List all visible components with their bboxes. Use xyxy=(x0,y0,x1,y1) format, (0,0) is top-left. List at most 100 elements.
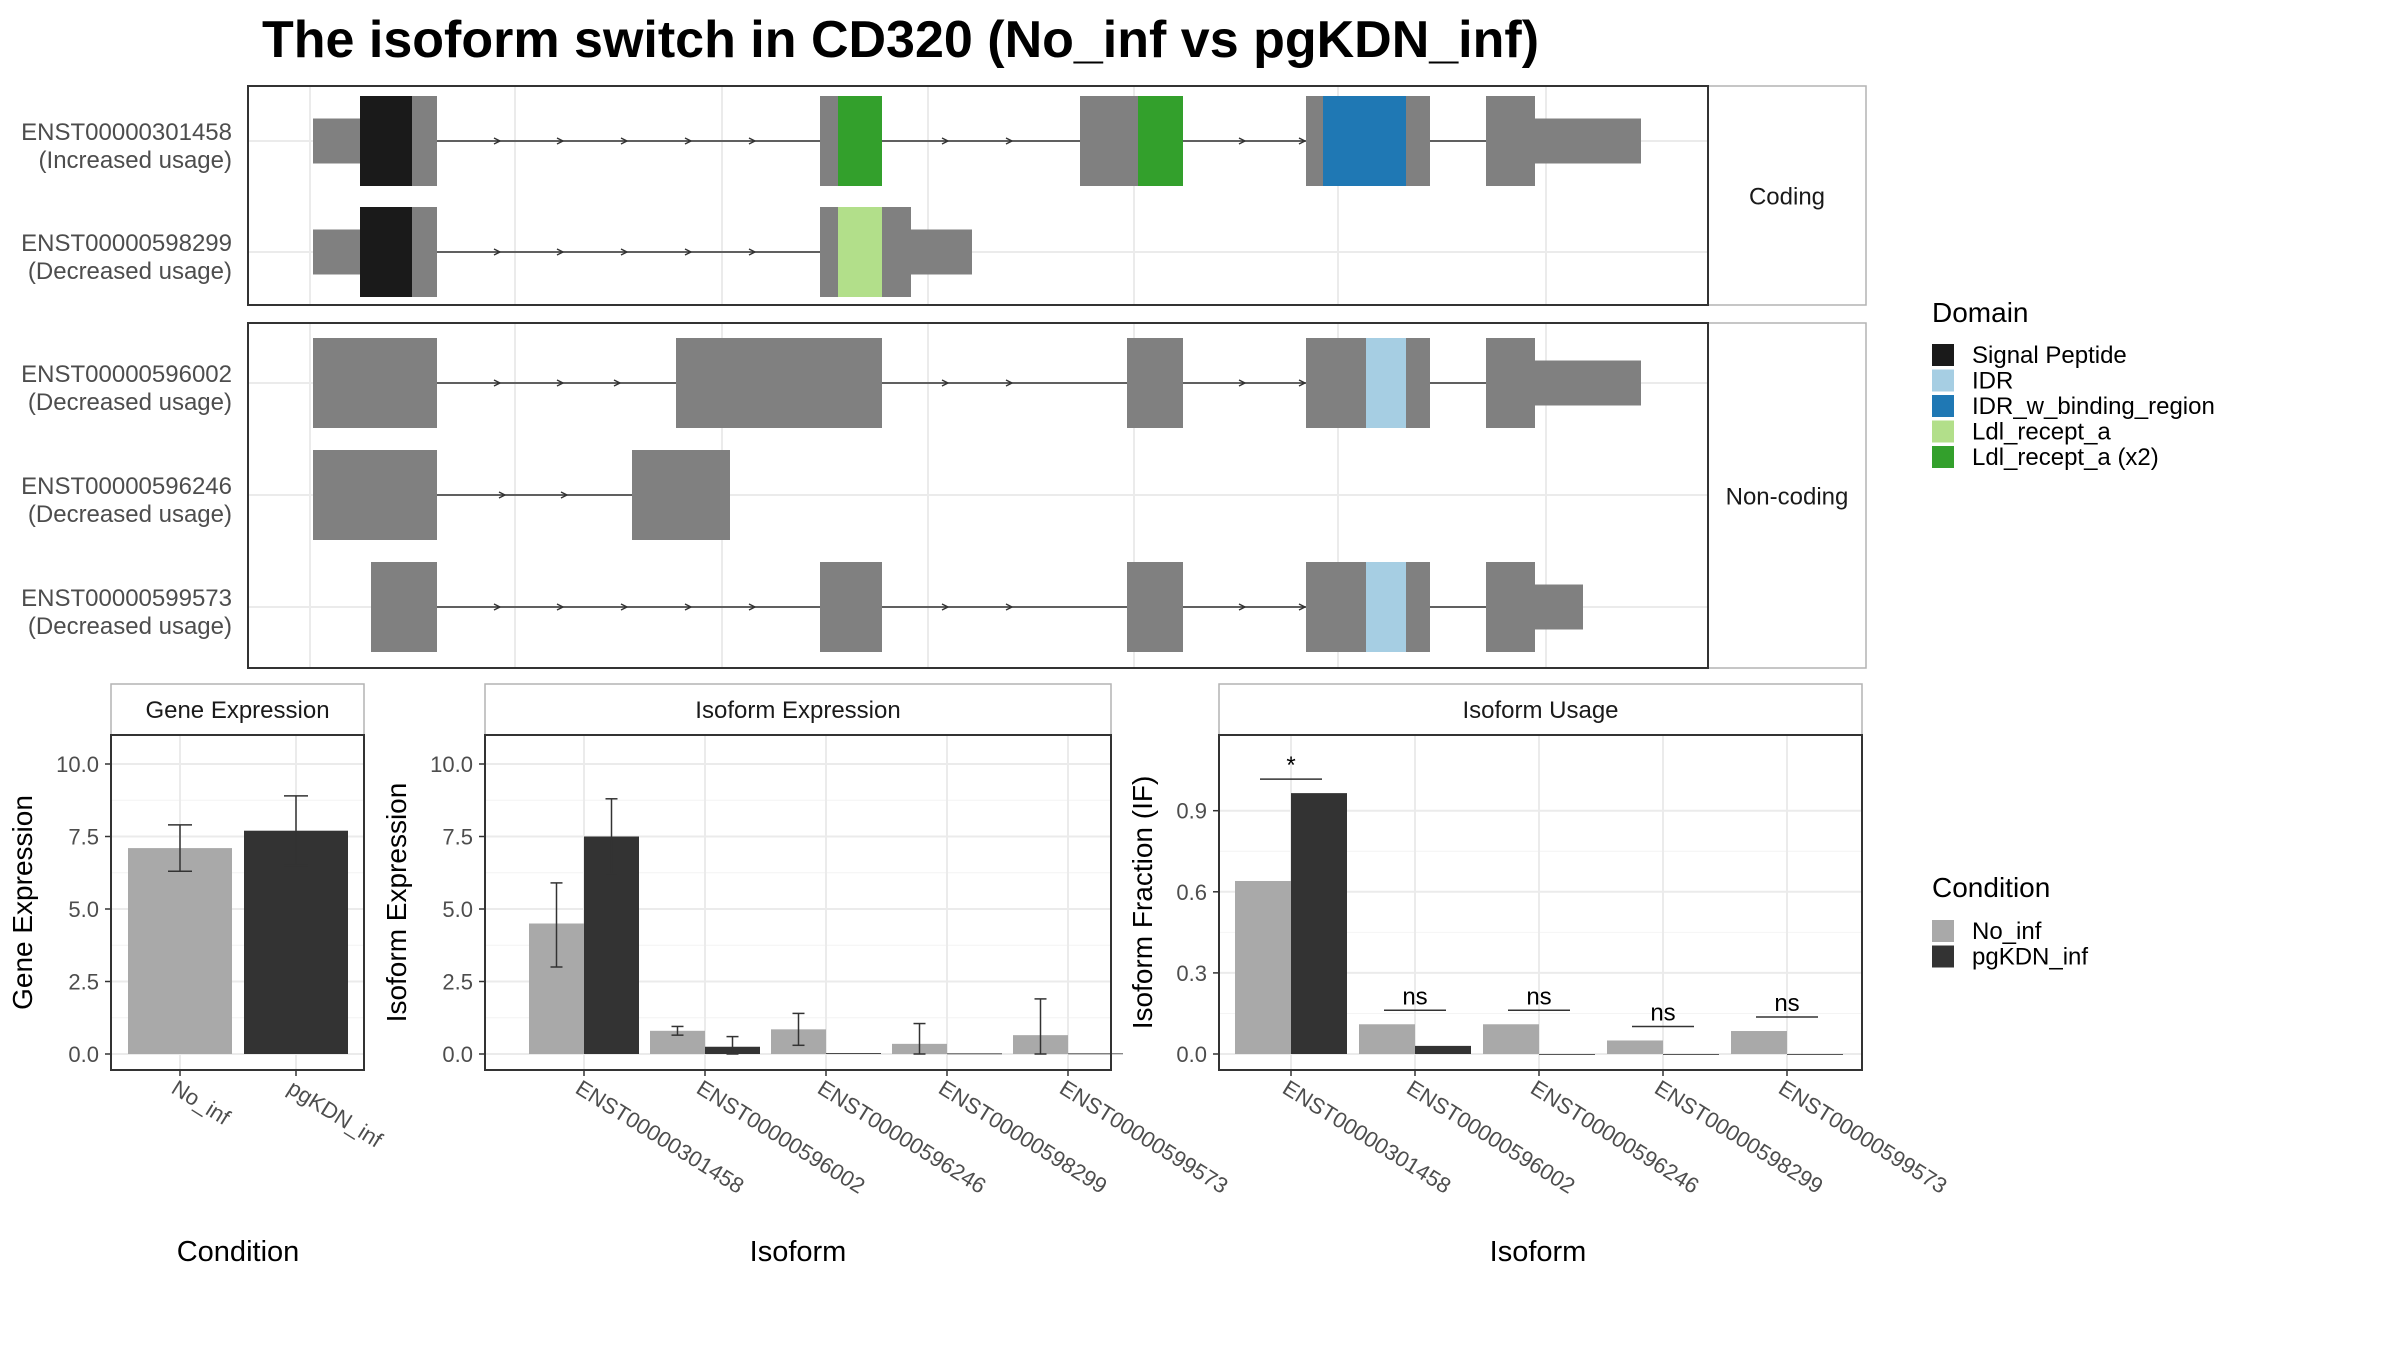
exon-block xyxy=(1127,338,1183,428)
plot-border xyxy=(110,734,365,1071)
bar-pgKDN_inf xyxy=(244,830,348,1054)
isoform-track-ENST00000598299 xyxy=(313,207,972,297)
bar-pgKDN_inf-ENST00000598299 xyxy=(1663,1054,1719,1055)
isoform-track-ENST00000301458 xyxy=(313,96,1641,186)
bar-No_inf-ENST00000596246 xyxy=(1483,1024,1539,1054)
legend-label: pgKDN_inf xyxy=(1972,944,2088,971)
isoform-id-label: ENST00000301458 xyxy=(21,119,232,146)
y-tick-label: 2.5 xyxy=(442,970,473,995)
exon-block xyxy=(820,207,838,297)
bar-No_inf-ENST00000596002 xyxy=(1359,1024,1415,1054)
exon-block xyxy=(1306,338,1366,428)
intron-arrow xyxy=(748,248,757,256)
exon-block xyxy=(1306,562,1366,652)
utr-block xyxy=(1535,360,1641,406)
y-tick-label: 0.0 xyxy=(68,1042,99,1067)
x-axis-title: Isoform xyxy=(1490,1236,1587,1268)
y-tick-label: 7.5 xyxy=(442,825,473,850)
intron-arrow xyxy=(613,379,622,387)
y-axis-title: Gene Expression xyxy=(7,795,38,1010)
coding-panel-border xyxy=(247,85,1709,306)
domain-legend: Signal PeptideIDRIDR_w_binding_regionLdl… xyxy=(1932,342,2215,471)
intron-arrow xyxy=(620,248,629,256)
intron-arrow xyxy=(620,603,629,611)
y-tick-label: 0.0 xyxy=(442,1042,473,1067)
intron-arrow xyxy=(556,137,565,145)
legend-key-4 xyxy=(1932,446,1954,468)
domain-block xyxy=(1138,96,1183,186)
intron-arrow xyxy=(493,379,502,387)
significance-label: ns xyxy=(1526,983,1551,1010)
intron-arrow xyxy=(941,603,950,611)
intron-arrow xyxy=(556,603,565,611)
legend-key-2 xyxy=(1932,395,1954,417)
y-tick-label: 7.5 xyxy=(68,825,99,850)
y-tick-label: 0.0 xyxy=(1176,1042,1207,1067)
y-tick-label: 10.0 xyxy=(430,752,473,777)
utr-block xyxy=(313,118,360,164)
domain-block xyxy=(838,207,882,297)
domain-legend-title: Domain xyxy=(1932,297,2028,328)
intron-arrow xyxy=(493,603,502,611)
noncoding-panel-strip xyxy=(1707,322,1867,669)
intron-arrow xyxy=(493,248,502,256)
intron-arrow xyxy=(748,603,757,611)
isoform-usage-label: (Decreased usage) xyxy=(28,258,232,285)
x-tick-label: pgKDN_inf xyxy=(283,1075,387,1153)
significance-label: ns xyxy=(1650,999,1675,1026)
exon-block xyxy=(1306,96,1323,186)
x-axis-title: Isoform xyxy=(750,1236,847,1268)
domain-block xyxy=(1366,562,1406,652)
isoform-usage-label: (Increased usage) xyxy=(39,147,232,174)
legend-key-0 xyxy=(1932,344,1954,366)
exon-block xyxy=(820,96,838,186)
chart-strip xyxy=(484,683,1112,736)
isoform-id-label: ENST00000596246 xyxy=(21,473,232,500)
bar-pgKDN_inf-ENST00000596246 xyxy=(826,1053,881,1054)
y-axis-title: Isoform Fraction (IF) xyxy=(1127,776,1158,1030)
y-axis-title: Isoform Expression xyxy=(381,783,412,1023)
bar-No_inf-ENST00000301458 xyxy=(1235,880,1291,1054)
isoform-id-label: ENST00000598299 xyxy=(21,230,232,257)
intron-arrow xyxy=(1298,137,1307,145)
plot-border xyxy=(484,734,1112,1071)
noncoding-panel-border xyxy=(247,322,1709,669)
isoform-track-ENST00000596002 xyxy=(313,338,1641,428)
intron-arrow xyxy=(684,603,693,611)
bar-pgKDN_inf-ENST00000596246 xyxy=(1539,1054,1595,1055)
exon-block xyxy=(1486,562,1535,652)
intron-arrow xyxy=(1005,603,1014,611)
bar-No_inf xyxy=(128,848,232,1054)
utr-block xyxy=(911,229,972,275)
bar-pgKDN_inf-ENST00000596002 xyxy=(1415,1045,1471,1054)
legend-label: Signal Peptide xyxy=(1972,342,2127,369)
exon-block xyxy=(632,450,730,540)
exon-block xyxy=(313,450,437,540)
y-tick-label: 0.3 xyxy=(1176,961,1207,986)
significance-label: ns xyxy=(1774,990,1799,1017)
legend-key-No_inf xyxy=(1932,920,1954,942)
legend-key-1 xyxy=(1932,369,1954,392)
significance-label: * xyxy=(1286,752,1295,779)
chart-strip xyxy=(1218,683,1863,736)
condition-legend-title: Condition xyxy=(1932,872,2050,903)
intron-arrow xyxy=(1238,603,1247,611)
legend-key-pgKDN_inf xyxy=(1932,945,1954,968)
y-tick-label: 2.5 xyxy=(68,970,99,995)
utr-block xyxy=(1535,584,1583,630)
chart-title: Isoform Expression xyxy=(695,697,900,724)
legend-label: IDR_w_binding_region xyxy=(1972,393,2215,420)
y-tick-label: 0.6 xyxy=(1176,880,1207,905)
intron-arrow xyxy=(556,248,565,256)
coding-panel-background xyxy=(248,86,1708,305)
isoform-id-label: ENST00000596002 xyxy=(21,361,232,388)
intron-arrow xyxy=(560,491,569,499)
intron-arrow xyxy=(748,137,757,145)
bar-charts: Gene Expression 0.0 2.5 5.0 7.5 10.0 No_inf pgK… xyxy=(7,683,1951,1268)
utr-block xyxy=(313,229,360,275)
domain-block xyxy=(1323,96,1406,186)
domain-block xyxy=(360,207,412,297)
intron-arrow xyxy=(620,137,629,145)
intron-arrow xyxy=(684,137,693,145)
